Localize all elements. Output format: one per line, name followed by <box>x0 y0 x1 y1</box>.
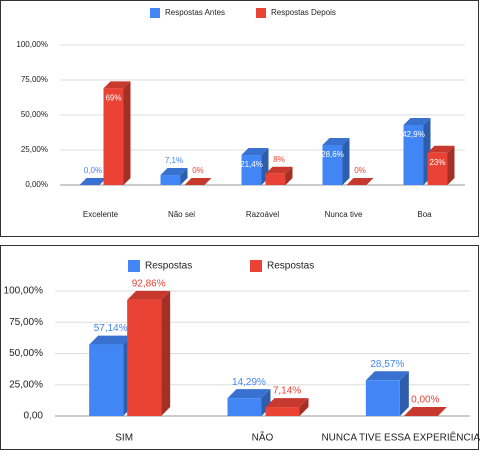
data-label: 0,0% <box>84 166 102 175</box>
data-label: 8% <box>273 155 285 164</box>
y-tick-label: 0,00% <box>25 180 48 189</box>
bar-side <box>123 81 131 185</box>
bar-top <box>365 371 409 381</box>
legend-label: Respostas <box>267 261 314 272</box>
y-tick-label: 0,00 <box>24 411 44 422</box>
bar-side <box>261 389 271 416</box>
bar-side <box>399 371 409 416</box>
data-label: 0,00% <box>411 395 439 406</box>
legend-swatch <box>128 260 140 272</box>
bar <box>103 88 124 185</box>
bar-top <box>227 389 271 399</box>
bar-side <box>161 290 171 416</box>
bar-side <box>299 398 309 416</box>
bar-top <box>127 290 171 300</box>
y-tick-label: 25,00% <box>21 145 48 154</box>
data-label: 69% <box>105 94 121 103</box>
y-tick-label: 100,00% <box>16 40 48 49</box>
x-tick-label: Razoável <box>246 210 280 219</box>
bar-top <box>403 407 447 416</box>
bar-top <box>322 137 350 145</box>
x-tick-label: Não sei <box>168 210 195 219</box>
x-tick-label: SIM <box>115 433 133 444</box>
x-tick-label: NUNCA TIVE ESSA EXPERIÊNCIA <box>321 431 480 444</box>
bar <box>89 344 124 416</box>
bar-top <box>403 117 431 125</box>
bar-side <box>285 166 293 185</box>
data-label: 0% <box>354 166 366 175</box>
bar-top <box>89 335 133 345</box>
bar-top <box>160 168 188 176</box>
data-label: 0% <box>192 166 204 175</box>
legend-label: Respostas <box>145 261 192 272</box>
bar-side <box>180 168 188 185</box>
data-label: 57,14% <box>94 323 128 334</box>
bar <box>241 155 262 185</box>
x-tick-label: Nunca tive <box>325 210 363 219</box>
legend-label: Respostas Antes <box>165 8 225 17</box>
bar <box>265 407 300 416</box>
x-tick-label: NÃO <box>252 431 274 444</box>
chart-frame <box>0 0 479 237</box>
bar <box>322 144 343 185</box>
bar-top <box>103 81 131 89</box>
bar <box>227 398 262 416</box>
data-label: 7,14% <box>273 386 301 397</box>
data-label: 7,1% <box>165 156 183 165</box>
legend-swatch <box>256 8 266 18</box>
bar-top <box>346 178 374 185</box>
bar-top <box>265 166 293 174</box>
bar-top <box>427 145 455 153</box>
bar-top <box>184 178 212 185</box>
y-tick-label: 100,00% <box>4 286 44 297</box>
y-tick-label: 75,00% <box>9 317 43 328</box>
y-tick-label: 50,00% <box>21 110 48 119</box>
data-label: 21,4% <box>240 160 263 169</box>
data-label: 28,57% <box>370 359 404 370</box>
y-tick-label: 50,00% <box>9 348 43 359</box>
bar <box>160 175 181 185</box>
legend-label: Respostas Depois <box>271 8 336 17</box>
x-tick-label: Boa <box>417 210 432 219</box>
data-label: 28,6% <box>321 150 344 159</box>
bar-top <box>79 178 107 185</box>
data-label: 42,9% <box>402 130 425 139</box>
bar-top <box>241 148 269 156</box>
bar-top <box>265 398 309 408</box>
bar <box>403 124 424 185</box>
x-tick-label: Excelente <box>83 210 119 219</box>
bar <box>427 152 448 185</box>
bar-side <box>342 137 350 185</box>
bar <box>365 380 400 416</box>
legend-swatch <box>250 260 262 272</box>
data-label: 92,86% <box>132 279 166 290</box>
bar-side <box>447 145 455 185</box>
data-label: 14,29% <box>232 377 266 388</box>
y-tick-label: 75,00% <box>21 75 48 84</box>
data-label: 23% <box>429 158 445 167</box>
bar <box>265 173 286 185</box>
legend-swatch <box>150 8 160 18</box>
bar <box>127 299 162 416</box>
y-tick-label: 25,00% <box>9 379 43 390</box>
chart-frame <box>0 245 479 450</box>
